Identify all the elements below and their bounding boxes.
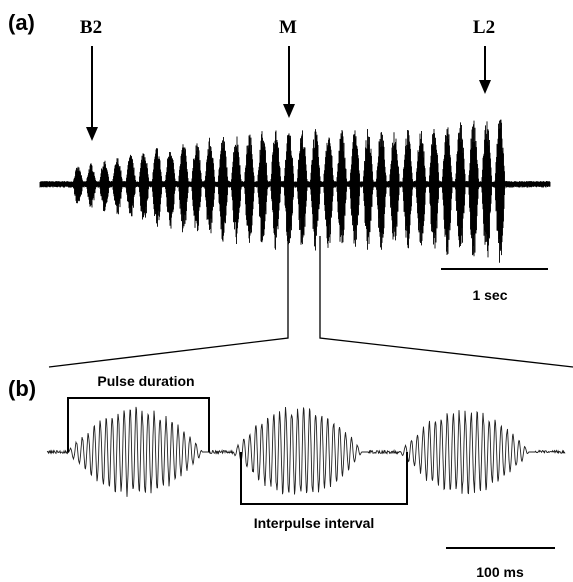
pulse-waveform-detail: [46, 406, 566, 497]
marker-b2-arrow: [86, 46, 98, 141]
call-waveform-trace: [39, 119, 551, 263]
marker-l2-arrow: [479, 46, 491, 94]
scale-bar-1-sec-label: 1 sec: [472, 287, 507, 303]
zoom-connector-lines: [48, 236, 573, 368]
panel-a-label: (a): [8, 10, 35, 35]
marker-b2-label: B2: [80, 17, 102, 38]
marker-l2-label: L2: [473, 17, 495, 38]
pulse-duration-label: Pulse duration: [97, 373, 194, 389]
panel-b-label: (b): [8, 376, 36, 401]
call-waveform: [39, 119, 551, 263]
scale-bar-100-ms-label: 100 ms: [476, 564, 524, 580]
pulse-waveform-trace: [46, 406, 566, 497]
marker-m-label: M: [279, 17, 297, 38]
interpulse-interval-bracket: [240, 452, 408, 505]
interpulse-interval-label: Interpulse interval: [254, 515, 375, 531]
marker-m-arrow: [283, 46, 295, 118]
pulse-duration-bracket: [67, 397, 210, 452]
